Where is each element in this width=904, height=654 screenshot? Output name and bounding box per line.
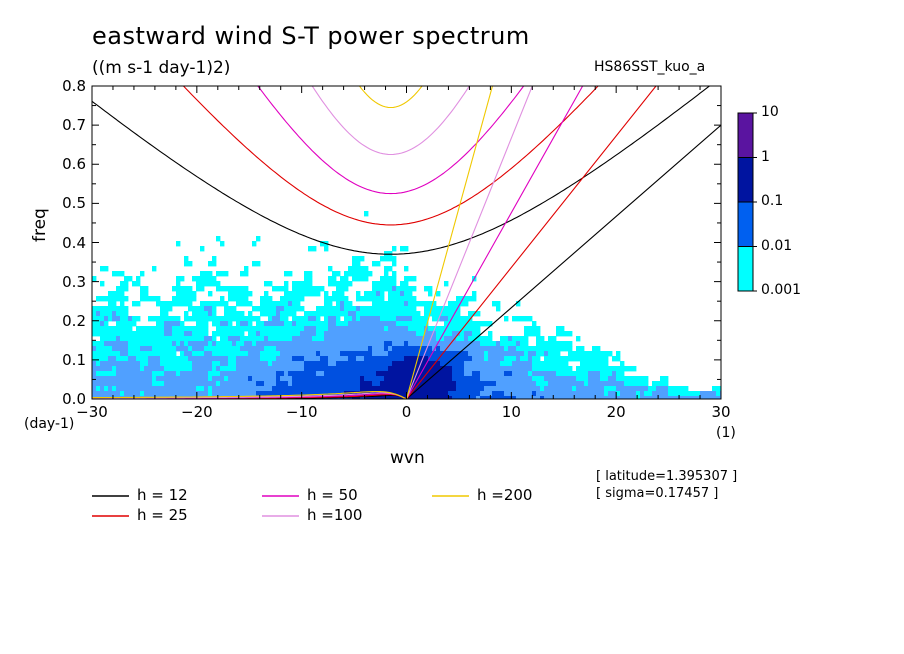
x-tick-label: −30 xyxy=(76,403,108,421)
rossby-curve-h200 xyxy=(92,390,407,399)
inertia-gravity-curve-h12 xyxy=(92,86,711,255)
x-tick-label: 0 xyxy=(401,403,412,421)
x-tick-label: 10 xyxy=(501,403,521,421)
colorbar-label: 10 xyxy=(761,104,779,120)
colorbar-segment xyxy=(737,157,754,203)
y-tick-label: 0.0 xyxy=(62,390,86,408)
y-unit-label: (day-1) xyxy=(24,416,75,432)
y-tick-label: 0.3 xyxy=(62,272,86,291)
kelvin-curve-h25 xyxy=(406,86,657,399)
colorbar-label: 0.01 xyxy=(761,237,793,254)
kelvin-curve-h200 xyxy=(405,86,493,399)
inertia-gravity-curve-h25 xyxy=(182,86,599,226)
kelvin-curve-h12 xyxy=(406,124,721,399)
y-tick-label: 0.2 xyxy=(62,311,86,330)
x-unit-label: (1) xyxy=(716,425,736,441)
y-tick-label: 0.7 xyxy=(62,116,86,135)
legend-label: h = 25 xyxy=(137,506,188,524)
y-tick-label: 0.1 xyxy=(62,350,86,369)
colorbar-segment xyxy=(737,201,754,247)
legend-label: h =100 xyxy=(307,506,363,524)
x-axis-label: wvn xyxy=(390,448,425,468)
legend-label: h = 50 xyxy=(307,486,358,504)
y-axis-label: freq xyxy=(30,208,50,242)
chart-units: ((m s-1 day-1)2) xyxy=(92,58,231,78)
chart-title: eastward wind S-T power spectrum xyxy=(92,22,530,50)
y-tick-label: 0.8 xyxy=(62,77,86,95)
axis-ticks xyxy=(91,85,722,400)
colorbar-label: 0.001 xyxy=(761,282,802,298)
x-tick-label: 30 xyxy=(711,403,731,421)
colorbar-label: 0.1 xyxy=(761,193,784,209)
colorbar-segment xyxy=(737,246,754,292)
x-tick-label: −10 xyxy=(285,403,318,421)
sigma-info: [ sigma=0.17457 ] xyxy=(596,486,719,501)
rossby-curve-h100 xyxy=(92,392,407,399)
y-tick-label: 0.6 xyxy=(62,155,86,174)
legend-label: h =200 xyxy=(477,486,533,504)
kelvin-curve-h100 xyxy=(405,86,533,399)
inertia-gravity-curve-h200 xyxy=(358,86,423,109)
colorbar xyxy=(737,112,757,292)
legend-label: h = 12 xyxy=(137,486,188,504)
x-tick-label: 20 xyxy=(606,403,626,421)
inertia-gravity-curve-h100 xyxy=(311,86,470,156)
dispersion-curves xyxy=(92,86,721,399)
experiment-name: HS86SST_kuo_a xyxy=(594,59,706,75)
inertia-gravity-curve-h50 xyxy=(257,86,525,195)
x-tick-label: −20 xyxy=(181,403,213,421)
y-tick-label: 0.4 xyxy=(62,233,86,252)
latitude-info: [ latitude=1.395307 ] xyxy=(596,469,738,484)
colorbar-segment xyxy=(737,112,754,158)
power-heatmap xyxy=(92,211,721,399)
legend-lines xyxy=(92,495,469,517)
colorbar-label: 1 xyxy=(761,148,770,165)
y-tick-label: 0.5 xyxy=(62,194,86,213)
kelvin-curve-h50 xyxy=(406,86,584,399)
